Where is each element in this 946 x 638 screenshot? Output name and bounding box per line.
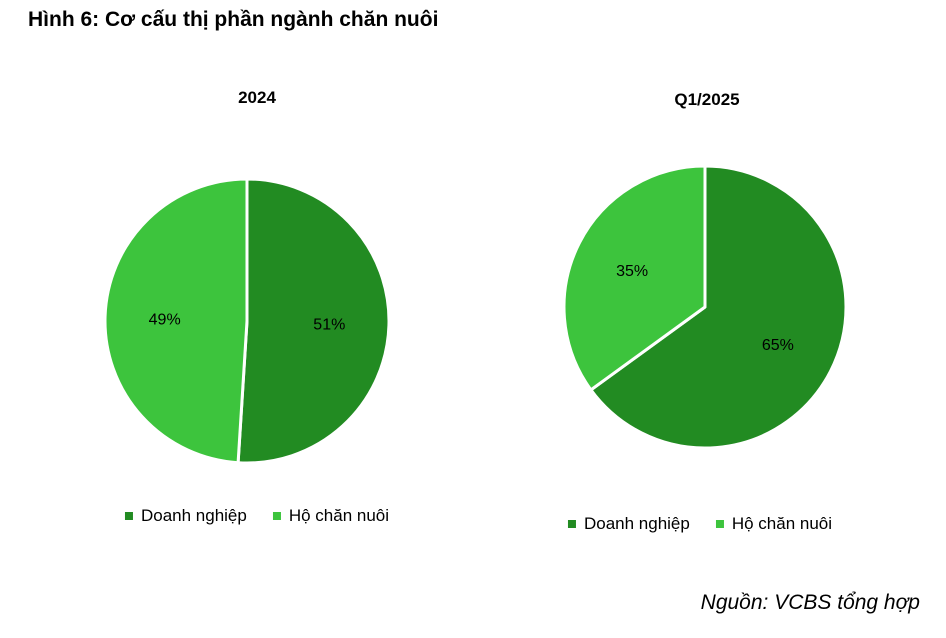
figure-title: Hình 6: Cơ cấu thị phần ngành chăn nuôi: [28, 8, 439, 31]
data-label-ho-chan-nuoi: 49%: [149, 311, 181, 328]
legend-swatch-doanh-nghiep: [567, 520, 576, 528]
legend-item-ho-chan-nuoi: Hộ chăn nuôi: [272, 506, 390, 526]
pie-slice-ho-chan-nuoi: [103, 177, 249, 465]
legend-item-doanh-nghiep: Doanh nghiệp: [567, 514, 690, 534]
legend-item-doanh-nghiep: Doanh nghiệp: [124, 506, 247, 526]
legend-swatch-doanh-nghiep: [124, 512, 133, 520]
legend-label: Hộ chăn nuôi: [288, 506, 390, 525]
legend-label: Doanh nghiệp: [140, 506, 247, 525]
legend-2024: Doanh nghiệp Hộ chăn nuôi: [124, 506, 390, 526]
legend-label: Hộ chăn nuôi: [731, 514, 833, 533]
legend-swatch-ho-chan-nuoi: [272, 512, 281, 520]
data-label-doanh-nghiep: 65%: [762, 337, 794, 354]
chart-title-2024: 2024: [238, 88, 276, 107]
data-label-ho-chan-nuoi: 35%: [616, 263, 648, 280]
chart-title-q1-2025: Q1/2025: [674, 90, 740, 109]
legend-q1-2025: Doanh nghiệp Hộ chăn nuôi: [567, 514, 833, 534]
pie-slice-doanh-nghiep: [236, 177, 391, 465]
legend-label: Doanh nghiệp: [583, 514, 690, 533]
pie-slice-ho-chan-nuoi: [562, 164, 707, 392]
legend-item-ho-chan-nuoi: Hộ chăn nuôi: [715, 514, 833, 534]
legend-swatch-ho-chan-nuoi: [715, 520, 724, 528]
pie-slice-doanh-nghiep: [589, 164, 848, 450]
data-label-doanh-nghiep: 51%: [313, 317, 345, 334]
source-note: Nguồn: VCBS tổng hợp: [700, 591, 920, 614]
